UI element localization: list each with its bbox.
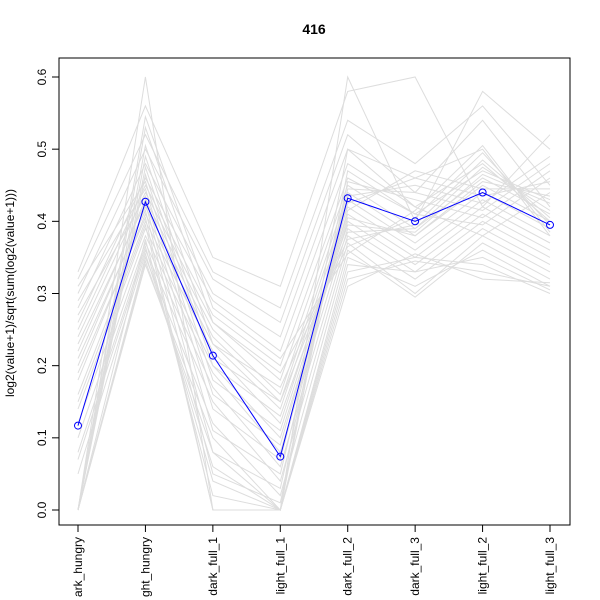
highlight-series-line bbox=[77, 191, 551, 458]
highlight-point bbox=[276, 452, 285, 461]
x-tick-label: light_full_2 bbox=[476, 537, 490, 595]
background-series-line bbox=[77, 172, 551, 511]
highlight-point bbox=[141, 197, 150, 206]
background-series-line bbox=[77, 235, 551, 483]
background-series-line bbox=[77, 170, 551, 504]
x-tick-label: light_full_3 bbox=[543, 537, 557, 595]
highlight-point bbox=[74, 421, 82, 430]
background-series-line bbox=[77, 119, 551, 324]
background-series-line bbox=[77, 155, 551, 475]
y-tick-label: 0.2 bbox=[35, 357, 49, 374]
background-series-line bbox=[77, 239, 551, 511]
highlight-point bbox=[343, 194, 352, 203]
background-series-line bbox=[77, 143, 551, 511]
x-tick-label: light_full_1 bbox=[273, 537, 287, 595]
highlight-point bbox=[411, 217, 420, 226]
background-series-line bbox=[77, 165, 551, 511]
background-series-line bbox=[77, 184, 551, 396]
y-axis: 0.0 0.1 0.2 0.3 0.4 0.5 0.6 bbox=[35, 68, 60, 518]
highlight-point bbox=[478, 188, 487, 197]
y-tick-label: 0.0 bbox=[35, 501, 49, 518]
highlight-point bbox=[546, 220, 554, 229]
y-tick-label: 0.1 bbox=[35, 429, 49, 446]
y-tick-label: 0.5 bbox=[35, 141, 49, 158]
highlight-point bbox=[208, 351, 217, 360]
x-tick-label: dark_full_3 bbox=[408, 537, 422, 596]
y-axis-label: log2(value+1)/sqrt(sum(log2(value+1))) bbox=[3, 189, 17, 397]
x-axis: ark_hungry ght_hungry dark_full_1 light_ful… bbox=[71, 524, 557, 597]
y-tick-label: 0.3 bbox=[35, 285, 49, 302]
background-series-line bbox=[77, 256, 551, 511]
background-series-line bbox=[77, 154, 551, 511]
x-tick-label: dark_full_1 bbox=[206, 537, 220, 596]
y-tick-label: 0.4 bbox=[35, 213, 49, 230]
y-tick-label: 0.6 bbox=[35, 68, 49, 85]
x-tick-label: ark_hungry bbox=[71, 537, 85, 597]
background-series-line bbox=[77, 177, 551, 461]
background-series-line bbox=[77, 114, 551, 511]
background-series-line bbox=[77, 76, 551, 287]
background-series-line bbox=[77, 105, 551, 309]
x-tick-label: dark_full_2 bbox=[341, 537, 355, 596]
background-series-group bbox=[77, 75, 551, 512]
background-series-line bbox=[77, 177, 551, 381]
chart-title: 416 bbox=[302, 21, 326, 37]
background-series-line bbox=[77, 252, 551, 511]
highlight-series-group bbox=[74, 188, 554, 461]
background-series-line bbox=[77, 125, 551, 511]
x-tick-label: ght_hungry bbox=[138, 537, 152, 597]
background-series-line bbox=[77, 148, 551, 338]
background-series-line bbox=[77, 244, 551, 511]
background-series-line bbox=[77, 163, 551, 490]
